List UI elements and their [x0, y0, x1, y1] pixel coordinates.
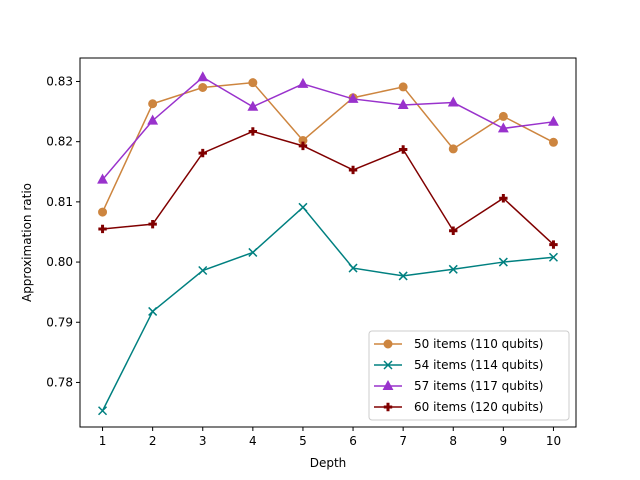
legend-label: 60 items (120 qubits)	[414, 400, 543, 414]
data-point	[499, 194, 508, 203]
data-point	[148, 306, 158, 316]
data-point	[497, 122, 509, 133]
data-point	[398, 82, 408, 92]
data-point	[448, 144, 458, 154]
legend-marker	[383, 360, 393, 370]
plot-area	[97, 71, 559, 416]
data-point	[198, 82, 208, 92]
y-tick-label: 0.82	[46, 135, 73, 149]
legend-marker	[383, 339, 393, 349]
data-point	[248, 247, 258, 257]
series-line	[101, 76, 554, 181]
data-point	[198, 265, 208, 276]
y-axis-label: Approximation ratio	[20, 183, 34, 302]
legend-item: 54 items (114 qubits)	[374, 358, 543, 372]
x-tick-label: 2	[149, 434, 157, 448]
legend-box	[368, 330, 570, 421]
x-tick-label: 5	[299, 434, 307, 448]
x-tick-label: 7	[399, 434, 407, 448]
series-2	[98, 202, 558, 416]
data-point	[397, 98, 409, 109]
data-point	[298, 141, 308, 151]
x-tick-label: 1	[99, 434, 107, 448]
x-tick-label: 8	[449, 434, 457, 448]
data-point	[398, 271, 408, 281]
data-point	[98, 207, 108, 217]
plot-frame	[79, 57, 577, 428]
data-point	[348, 165, 358, 175]
data-point	[398, 145, 408, 154]
y-tick-label: 0.81	[46, 195, 73, 209]
data-point	[248, 78, 258, 88]
data-point	[297, 77, 309, 88]
data-point	[148, 99, 158, 109]
legend-marker	[382, 379, 394, 390]
y-tick-label: 0.83	[46, 74, 73, 88]
x-axis: 1 2 3 4 5 6 7 8 9 10	[99, 427, 561, 448]
legend-label: 50 items (110 qubits)	[414, 337, 543, 351]
data-point	[198, 148, 207, 158]
y-tick-label: 0.78	[46, 375, 73, 389]
series-line	[101, 206, 554, 412]
series-1	[98, 78, 558, 217]
x-tick-label: 6	[349, 434, 357, 448]
legend-label: 57 items (117 qubits)	[414, 379, 543, 393]
legend-item: 57 items (117 qubits)	[374, 379, 543, 393]
legend: 50 items (110 qubits) 54 items (114 qubit…	[368, 330, 570, 421]
series-3	[97, 71, 559, 184]
data-point	[348, 263, 358, 273]
data-point	[148, 219, 157, 229]
x-tick-label: 10	[546, 434, 561, 448]
data-point	[298, 202, 308, 212]
legend-label: 54 items (114 qubits)	[414, 358, 543, 372]
series-line	[101, 81, 554, 213]
data-point	[548, 252, 558, 262]
data-point	[448, 264, 458, 274]
data-point	[247, 100, 259, 111]
legend-item: 50 items (110 qubits)	[374, 337, 543, 351]
data-point	[447, 96, 459, 107]
legend-item: 60 items (120 qubits)	[374, 400, 543, 414]
x-tick-label: 4	[249, 434, 257, 448]
data-point	[147, 114, 159, 125]
data-point	[549, 240, 558, 249]
data-point	[498, 111, 508, 121]
y-tick-label: 0.80	[46, 255, 73, 269]
data-point	[248, 127, 258, 136]
legend-marker	[383, 402, 393, 412]
x-axis-label: Depth	[310, 456, 347, 470]
data-point	[347, 92, 359, 103]
y-tick-label: 0.79	[46, 315, 73, 329]
series-line	[102, 130, 554, 246]
x-tick-label: 9	[500, 434, 508, 448]
data-point	[498, 257, 508, 267]
data-point	[97, 173, 108, 184]
y-axis: 0.78 0.79 0.80 0.81 0.82 0.83	[46, 74, 80, 389]
data-point	[98, 224, 107, 234]
series-4	[98, 127, 558, 249]
data-point	[449, 226, 458, 235]
x-tick-label: 3	[199, 434, 207, 448]
data-point	[548, 115, 559, 126]
data-point	[98, 406, 108, 416]
data-point	[548, 137, 558, 147]
data-point	[197, 71, 209, 82]
